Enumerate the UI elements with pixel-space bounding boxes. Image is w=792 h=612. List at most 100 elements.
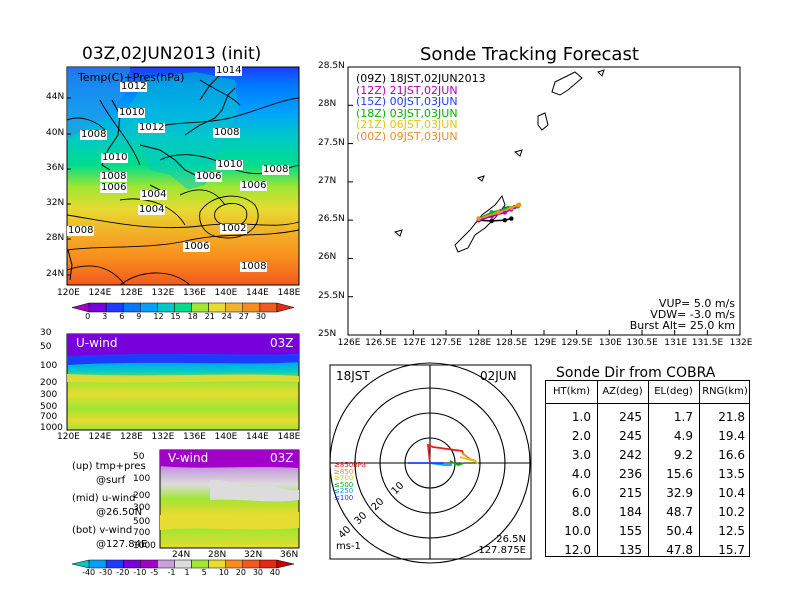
- polar-time: 18JST: [336, 369, 370, 383]
- table-cell: 4.0: [571, 467, 591, 481]
- legend-entry: (15Z) 00JST,03JUN: [356, 95, 458, 108]
- pressure-label: 1006: [195, 171, 223, 182]
- lon-tick-label: 120E: [57, 288, 80, 298]
- lat-tick-label: 36N: [46, 163, 65, 173]
- table-cell: 10.0: [564, 524, 591, 538]
- hodograph-segment: [449, 460, 465, 466]
- wind-colorbar: [71, 559, 295, 569]
- polar-unit: ms-1: [336, 541, 361, 552]
- lat-tick-label: 26N: [318, 252, 337, 263]
- pressure-tick-label: 200: [133, 491, 151, 501]
- pressure-label: 1002: [220, 223, 248, 234]
- colorbar-label: -5: [150, 568, 159, 577]
- lon-tick-label: 129.5E: [561, 338, 593, 348]
- table-cell: 9.2: [673, 448, 693, 462]
- colorbar-label: -10: [133, 568, 147, 577]
- table-cell: 21.8: [718, 410, 745, 424]
- table-cell: 242: [619, 448, 642, 462]
- lat-tick-label: 28N: [318, 99, 337, 110]
- lon-tick-label: 120E: [57, 432, 80, 442]
- lat-tick-label: 28N: [208, 550, 227, 560]
- table-cell: 155: [619, 524, 642, 538]
- polar-lat: 26.5N: [496, 534, 526, 545]
- lon-tick-label: 144E: [246, 288, 269, 298]
- lat-tick-label: 27N: [318, 175, 337, 186]
- pressure-label: 1006: [100, 182, 128, 193]
- vwind-top: [160, 450, 299, 468]
- pressure-tick-label: 500: [133, 517, 151, 527]
- track-point: [489, 218, 494, 224]
- pressure-tick-label: 700: [40, 412, 58, 422]
- track-point: [476, 216, 481, 221]
- colorbar-label: 20: [235, 568, 246, 577]
- table-cell: 215: [619, 486, 642, 500]
- colorbar-label: -40: [82, 568, 96, 577]
- lon-tick-label: 136E: [183, 288, 206, 298]
- lon-tick-label: 148E: [277, 288, 301, 298]
- colorbar-label: 21: [204, 312, 215, 321]
- pressure-label: 1012: [138, 122, 166, 133]
- lat-tick-label: 32N: [46, 198, 65, 208]
- left-map-ticks: [67, 97, 71, 276]
- vwind-yellow: [160, 512, 299, 530]
- colorbar-label: -20: [116, 568, 130, 577]
- track-point: [509, 216, 514, 221]
- pressure-label: 1008: [67, 225, 95, 236]
- colorbar-label: 10: [218, 568, 229, 577]
- uwind-band-2: [67, 374, 299, 383]
- colorbar-label: 27: [238, 312, 249, 321]
- uwind-jet: [67, 334, 299, 356]
- table-cell: 3.0: [571, 448, 591, 462]
- note-up: (up) tmp+pres: [72, 461, 146, 472]
- polar-wind-hodograph: [408, 443, 479, 466]
- note-bot-sub: @127.84E: [96, 539, 148, 550]
- lon-tick-label: 130E: [598, 338, 622, 348]
- table-cell: 8.0: [571, 505, 591, 519]
- legend-entry: (00Z) 09JST,03JUN: [356, 129, 458, 143]
- colorbar-label: 18: [187, 312, 198, 321]
- left-panel-label: Temp(C)+Pres(hPa): [78, 71, 185, 84]
- pressure-label: 1004: [140, 189, 168, 200]
- note-up-sub: @surf: [96, 475, 126, 486]
- colorbar-label: 30: [255, 312, 267, 321]
- pressure-tick-label: 300: [133, 503, 151, 513]
- colorbar-label: 12: [153, 312, 164, 321]
- pressure-tick-label: 200: [40, 378, 58, 388]
- colorbar-label: 3: [102, 312, 108, 321]
- table-cell: 15.6: [666, 467, 693, 481]
- pressure-tick-label: 500: [40, 402, 58, 412]
- left-main-title: 03Z,02JUN2013 (init): [82, 44, 262, 64]
- lat-tick-label: 24N: [172, 550, 191, 560]
- lon-tick-label: 136E: [183, 432, 206, 442]
- table-cell: 13.5: [718, 467, 745, 481]
- uwind-label: U-wind: [76, 336, 118, 350]
- table-cell: 16.6: [718, 448, 745, 462]
- pressure-label: 1014: [215, 65, 243, 76]
- colorbar-swatch: [276, 559, 295, 569]
- continent-shade: [67, 67, 130, 140]
- table-header-cell: EL(deg): [654, 386, 693, 397]
- lon-tick-label: 128E: [120, 288, 143, 298]
- temperature-colorbar: [71, 302, 295, 313]
- lon-tick-label: 128.5E: [495, 338, 528, 348]
- pressure-label: 1008: [262, 164, 290, 175]
- table-cell: 10.2: [718, 505, 745, 519]
- table-cell: 15.7: [718, 543, 745, 557]
- lat-tick-label: 32N: [244, 550, 263, 560]
- lat-tick-label: 26.5N: [318, 214, 345, 225]
- uwind-time: 03Z: [270, 336, 294, 350]
- track-ticks: [347, 66, 741, 336]
- level-entry: ≥850: [334, 467, 354, 476]
- table-cell: 32.9: [666, 486, 693, 500]
- track-line: [478, 217, 512, 222]
- table-header-cell: RNG(km): [702, 386, 748, 397]
- pressure-label: 1006: [240, 180, 268, 191]
- table-header-cell: HT(km): [553, 386, 590, 397]
- track-point: [509, 205, 514, 211]
- track-point: [516, 202, 522, 208]
- table-cell: 48.7: [666, 505, 693, 519]
- uwind-band: [67, 354, 299, 365]
- pressure-label: 1008: [213, 127, 241, 138]
- lat-tick-label: 24N: [46, 269, 65, 279]
- pressure-tick-label: 50: [133, 452, 145, 462]
